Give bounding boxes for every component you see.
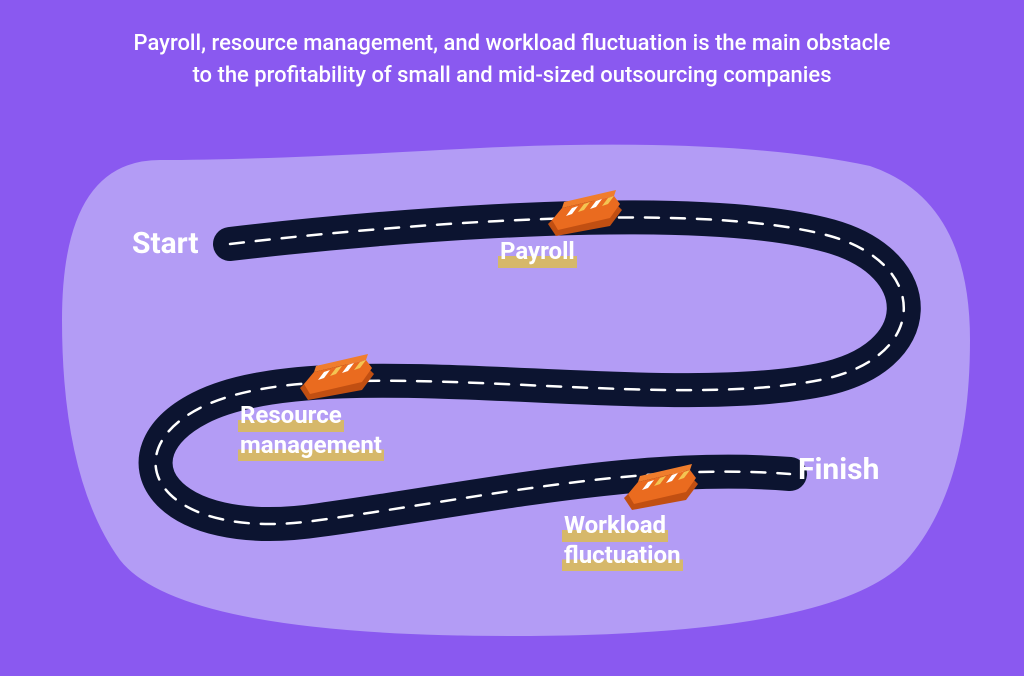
obstacle-label-resource-management: Resourcemanagement [238,402,384,461]
obstacle-label-workload-fluctuation: Workloadfluctuation [562,512,683,571]
finish-label: Finish [798,452,879,487]
start-label: Start [132,226,199,261]
obstacle-label-payroll: Payroll [498,238,577,268]
